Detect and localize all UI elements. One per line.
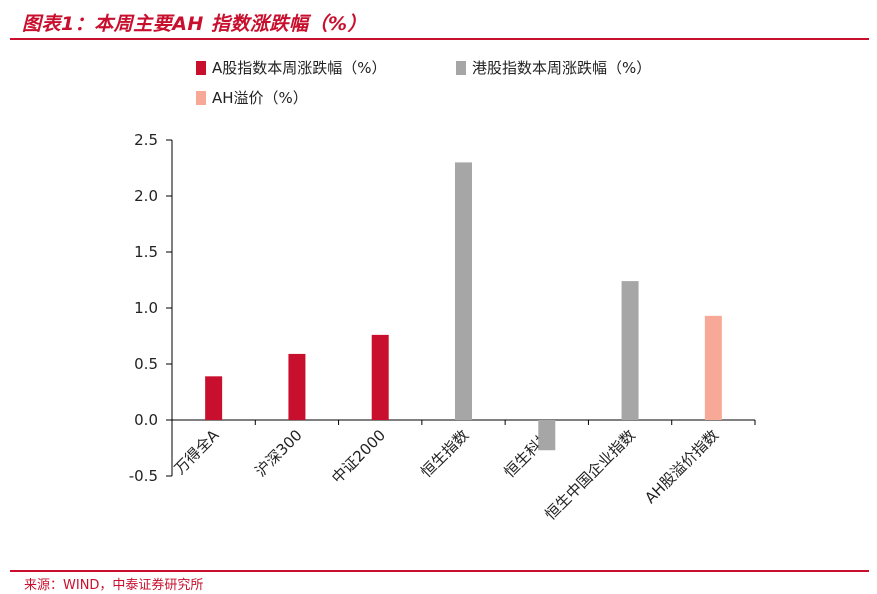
x-category-label: 恒生指数	[417, 426, 472, 481]
x-category-label: 沪深300	[252, 426, 306, 480]
legend-swatch	[196, 61, 206, 75]
bar	[288, 353, 306, 420]
y-tick-label: 0.0	[134, 411, 158, 429]
y-axis: 2.5 2.0 1.5 1.0 0.5 0.0 -0.5	[129, 131, 173, 485]
legend-swatch	[196, 91, 206, 105]
bar	[205, 376, 223, 420]
y-tick-label: -0.5	[129, 467, 158, 485]
legend-swatch	[456, 61, 466, 75]
title-divider	[10, 38, 869, 40]
bar	[621, 281, 639, 420]
y-tick-label: 1.0	[134, 299, 158, 317]
legend-label: AH溢价（%）	[212, 89, 308, 107]
source-note: 来源：WIND，中泰证券研究所	[24, 578, 204, 593]
legend-label: 港股指数本周涨跌幅（%）	[472, 59, 651, 77]
figure-title: 图表1：本周主要AH 指数涨跌幅（%）	[22, 13, 367, 35]
y-tick-label: 2.5	[134, 131, 158, 149]
bar	[371, 334, 389, 420]
bar	[704, 315, 722, 420]
y-tick-label: 0.5	[134, 355, 158, 373]
footer-divider	[10, 570, 869, 572]
bar	[455, 162, 472, 420]
x-category-label: 中证2000	[328, 426, 389, 487]
bars-group	[205, 162, 722, 451]
y-tick-label: 1.5	[134, 243, 158, 261]
legend-label: A股指数本周涨跌幅（%）	[212, 59, 387, 77]
x-category-label: AH股溢价指数	[641, 426, 722, 507]
bar	[538, 420, 556, 451]
y-tick-label: 2.0	[134, 187, 158, 205]
x-category-label: 恒生中国企业指数	[541, 426, 639, 524]
chart-legend: A股指数本周涨跌幅（%） 港股指数本周涨跌幅（%） AH溢价（%）	[196, 59, 651, 107]
x-category-label: 万得全A	[171, 426, 223, 478]
